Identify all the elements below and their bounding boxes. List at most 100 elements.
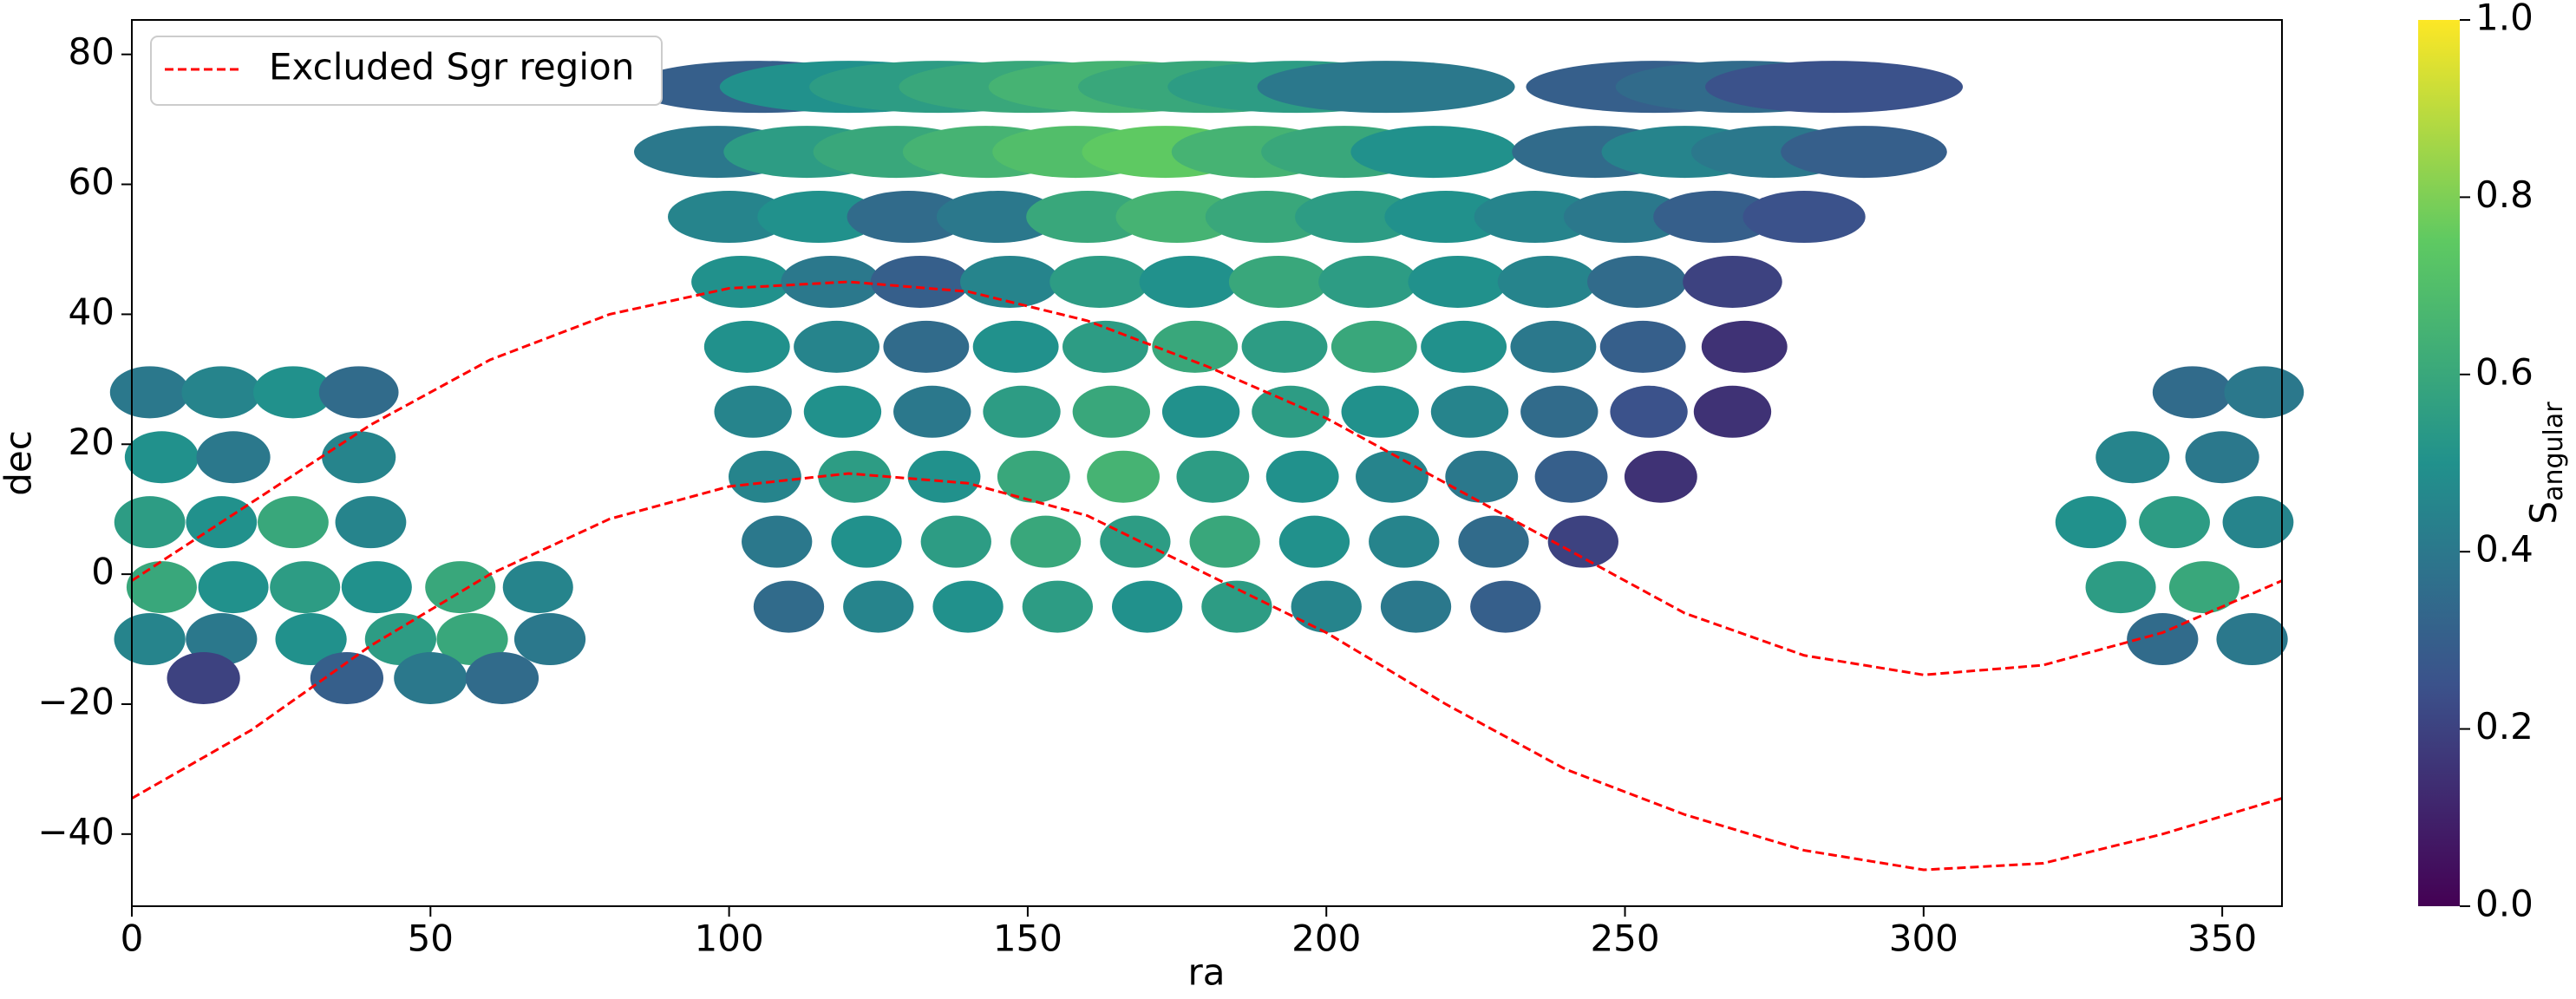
point xyxy=(893,385,971,438)
scatter-layer xyxy=(109,61,2305,705)
y-tick-label: 20 xyxy=(69,421,114,463)
point xyxy=(728,450,801,503)
point xyxy=(310,652,384,705)
point xyxy=(1010,515,1082,568)
point xyxy=(1257,61,1515,114)
legend-label: Excluded Sgr region xyxy=(269,46,634,88)
point xyxy=(1369,515,1440,568)
colorbar-tick-label: 0.4 xyxy=(2475,528,2534,571)
point xyxy=(714,385,792,438)
point xyxy=(465,652,539,705)
colorbar-tick-label: 0.6 xyxy=(2475,350,2534,393)
point xyxy=(1510,320,1597,373)
point xyxy=(691,255,791,308)
point xyxy=(1139,255,1239,308)
point xyxy=(1350,126,1518,179)
point xyxy=(1115,191,1239,244)
point xyxy=(1380,580,1452,633)
point xyxy=(2055,496,2127,549)
point xyxy=(2095,431,2170,484)
point xyxy=(1534,450,1608,503)
point xyxy=(936,191,1060,244)
point xyxy=(114,496,186,549)
y-tick-label: −40 xyxy=(37,810,114,852)
y-tick-label: 60 xyxy=(69,160,114,203)
point xyxy=(1547,515,1618,568)
x-axis-label: ra xyxy=(1187,951,1225,994)
point xyxy=(114,613,186,666)
point xyxy=(1241,320,1328,373)
point xyxy=(1152,320,1239,373)
x-tick-label: 350 xyxy=(2187,917,2257,960)
point xyxy=(258,496,329,549)
point xyxy=(1587,255,1687,308)
point xyxy=(847,191,970,244)
point xyxy=(1100,515,1171,568)
point xyxy=(1742,191,1866,244)
point xyxy=(425,561,496,614)
point xyxy=(1049,255,1149,308)
point xyxy=(959,255,1060,308)
point xyxy=(1228,255,1329,308)
point xyxy=(843,580,914,633)
point xyxy=(803,385,882,438)
y-axis-label: dec xyxy=(0,430,40,496)
point xyxy=(1497,255,1598,308)
point xyxy=(1701,320,1788,373)
y-tick-label: 40 xyxy=(69,291,114,333)
point xyxy=(1341,385,1419,438)
point xyxy=(253,366,333,419)
point xyxy=(2127,613,2199,666)
point xyxy=(1072,385,1151,438)
point xyxy=(818,450,892,503)
colorbar-label-sub: angular xyxy=(2539,402,2569,501)
point xyxy=(364,613,436,666)
point xyxy=(1421,320,1507,373)
point xyxy=(794,320,880,373)
colorbar-tick-label: 0.0 xyxy=(2475,883,2534,925)
legend: Excluded Sgr region xyxy=(150,36,663,106)
point xyxy=(1653,191,1776,244)
point xyxy=(742,515,813,568)
point xyxy=(2222,496,2294,549)
point xyxy=(983,385,1061,438)
point xyxy=(1318,255,1418,308)
point xyxy=(335,496,407,549)
sgr-boundary xyxy=(131,472,2283,872)
line-layer xyxy=(131,280,2283,872)
point xyxy=(2152,366,2233,419)
point xyxy=(920,515,991,568)
point xyxy=(1520,385,1599,438)
colorbar-label: Sangular xyxy=(2522,402,2569,525)
point xyxy=(1445,450,1519,503)
x-tick-label: 200 xyxy=(1291,917,1361,960)
point xyxy=(1291,580,1362,633)
point xyxy=(972,320,1059,373)
legend-box xyxy=(150,36,663,106)
point xyxy=(275,613,347,666)
point xyxy=(1176,450,1250,503)
x-tick-label: 250 xyxy=(1590,917,1659,960)
point xyxy=(167,652,240,705)
point xyxy=(2168,561,2240,614)
point xyxy=(2085,561,2156,614)
point xyxy=(1705,61,1964,114)
x-tick-label: 100 xyxy=(695,917,764,960)
point xyxy=(1781,126,1947,179)
point xyxy=(1252,385,1330,438)
point xyxy=(1599,320,1686,373)
point xyxy=(1295,191,1418,244)
point xyxy=(270,561,341,614)
colorbar-tick-label: 0.8 xyxy=(2475,173,2534,216)
point xyxy=(2224,366,2305,419)
point xyxy=(1062,320,1148,373)
colorbar xyxy=(2418,20,2460,906)
point xyxy=(124,431,199,484)
point xyxy=(1087,450,1161,503)
point xyxy=(513,613,586,666)
point xyxy=(181,366,262,419)
point xyxy=(1384,191,1507,244)
point xyxy=(322,431,396,484)
point xyxy=(1683,255,1782,308)
